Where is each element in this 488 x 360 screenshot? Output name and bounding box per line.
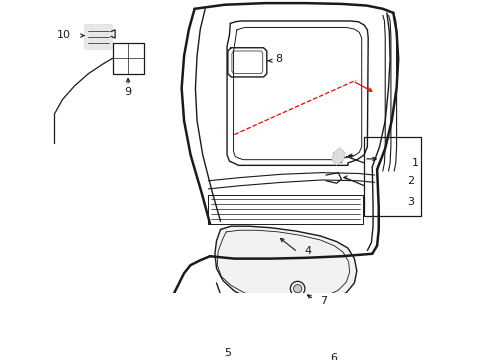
Polygon shape xyxy=(214,226,356,306)
Polygon shape xyxy=(332,148,344,165)
Text: 5: 5 xyxy=(224,348,231,358)
Text: 1: 1 xyxy=(411,158,418,168)
Text: 3: 3 xyxy=(406,197,413,207)
Polygon shape xyxy=(85,25,111,48)
Circle shape xyxy=(293,285,301,293)
Text: 2: 2 xyxy=(406,176,413,186)
Text: 10: 10 xyxy=(57,30,71,40)
Text: 4: 4 xyxy=(304,246,310,256)
Text: 9: 9 xyxy=(124,86,131,96)
Text: 8: 8 xyxy=(274,54,282,64)
Text: 6: 6 xyxy=(329,352,336,360)
Text: 7: 7 xyxy=(320,296,327,306)
